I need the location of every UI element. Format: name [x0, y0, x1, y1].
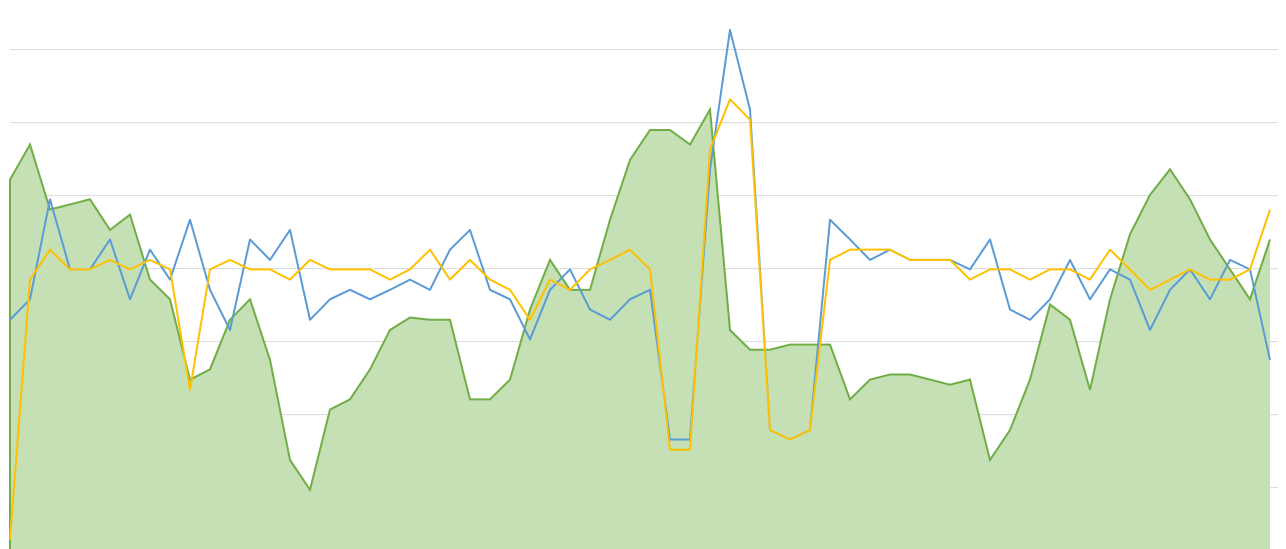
line [9, 98, 1271, 540]
area-outline [9, 106, 1271, 549]
area [10, 109, 1270, 549]
line [9, 28, 1271, 441]
